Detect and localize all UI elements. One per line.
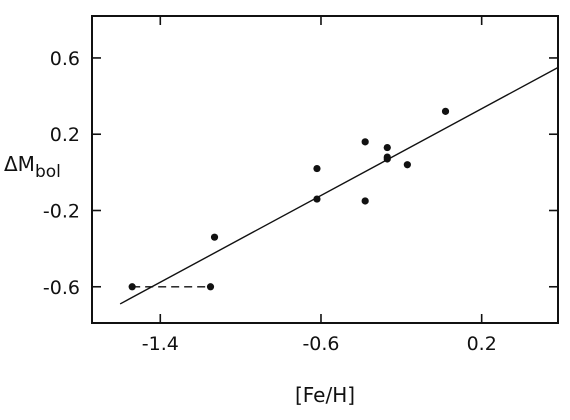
data-point bbox=[206, 283, 215, 291]
data-points bbox=[128, 107, 450, 291]
plot-frame bbox=[91, 15, 559, 324]
data-point bbox=[313, 195, 321, 203]
y-tick-label: -0.6 bbox=[43, 277, 80, 299]
data-point bbox=[210, 233, 219, 241]
y-tick-label: -0.2 bbox=[43, 200, 80, 222]
data-point bbox=[361, 197, 369, 205]
axis-ticks bbox=[92, 16, 558, 323]
data-point bbox=[313, 164, 321, 173]
x-tick-label: -0.6 bbox=[302, 333, 339, 355]
y-tick-label: 0.6 bbox=[50, 48, 80, 70]
y-axis-label: ΔMbol bbox=[4, 152, 61, 182]
x-axis-label: [Fe/H] bbox=[295, 383, 355, 407]
data-point bbox=[441, 107, 450, 115]
x-tick-label: -1.4 bbox=[142, 333, 179, 355]
series-lines bbox=[119, 66, 559, 305]
data-point bbox=[361, 138, 369, 146]
fit-line bbox=[119, 66, 559, 305]
x-tick-label: 0.2 bbox=[467, 333, 497, 355]
y-tick-label: 0.2 bbox=[50, 124, 80, 146]
tick-labels: -1.4 -0.6 0.2 0.6 0.2 -0.2 -0.6 bbox=[43, 48, 497, 355]
data-point bbox=[383, 155, 391, 163]
data-point bbox=[403, 161, 411, 169]
data-point bbox=[383, 143, 391, 152]
data-point bbox=[128, 283, 136, 291]
